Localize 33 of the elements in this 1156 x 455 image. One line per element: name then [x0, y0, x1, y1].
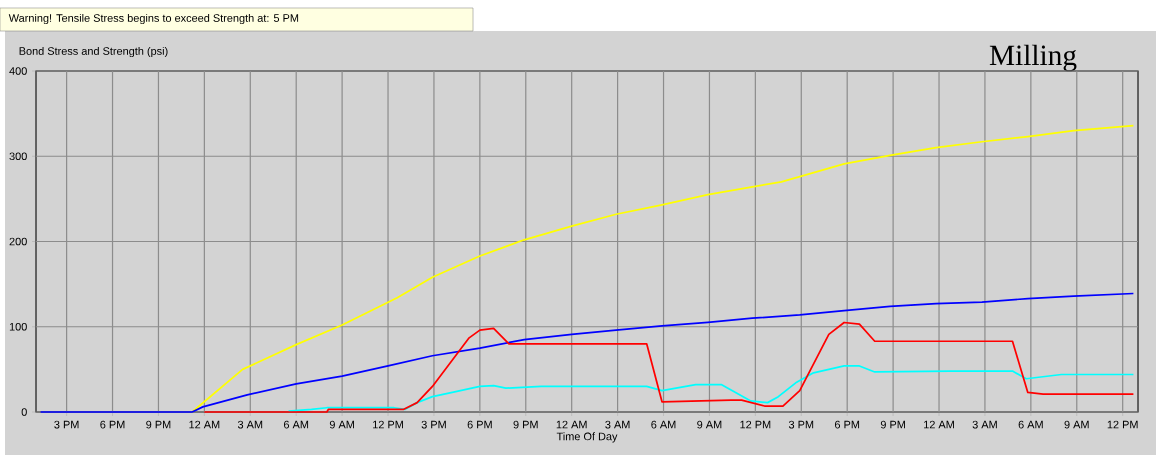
x-tick-label: 6 PM [100, 420, 125, 429]
x-tick-label: 6 AM [284, 420, 309, 429]
x-tick-label: 6 PM [467, 420, 492, 429]
x-tick-label: 12 PM [740, 420, 771, 429]
x-tick-label: 9 PM [513, 420, 538, 429]
chart-title: Milling [989, 44, 1077, 72]
x-tick-label: 9 PM [880, 420, 905, 429]
x-axis-title: Time Of Day [556, 432, 618, 443]
y-tick-label: 300 [9, 152, 27, 161]
x-tick-label: 6 AM [1018, 420, 1043, 429]
x-tick-label: 3 AM [237, 420, 263, 429]
x-tick-label: 3 PM [788, 420, 814, 429]
y-tick-label: 0 [21, 408, 27, 416]
x-tick-label: 12 AM [189, 420, 220, 429]
x-tick-label: 9 AM [1064, 420, 1089, 429]
x-tick-label: 12 PM [373, 420, 403, 429]
x-tick-label: 9 AM [329, 420, 354, 429]
x-tick-label: 3 AM [605, 420, 630, 429]
x-tick-label: 3 PM [54, 420, 79, 429]
x-tick-label: 3 PM [421, 420, 446, 429]
x-tick-label: 12 AM [924, 420, 954, 429]
y-tick-label: 400 [9, 67, 27, 75]
x-tick-label: 6 PM [835, 420, 860, 429]
y-tick-label: 200 [9, 237, 27, 246]
x-tick-label: 6 AM [651, 420, 676, 429]
x-tick-label: 9 PM [146, 420, 171, 429]
text: Warning! Tensile Stress begins to exceed Strength at: 5 PM [8, 13, 299, 25]
x-tick-label: 12 PM [1107, 420, 1138, 429]
x-tick-label: 3 AM [972, 420, 997, 429]
x-tick-label: 9 AM [697, 420, 722, 429]
x-tick-label: 12 AM [556, 420, 587, 429]
y-axis-title: Bond Stress and Strength (psi) [19, 46, 168, 58]
y-tick-label: 100 [9, 322, 27, 331]
